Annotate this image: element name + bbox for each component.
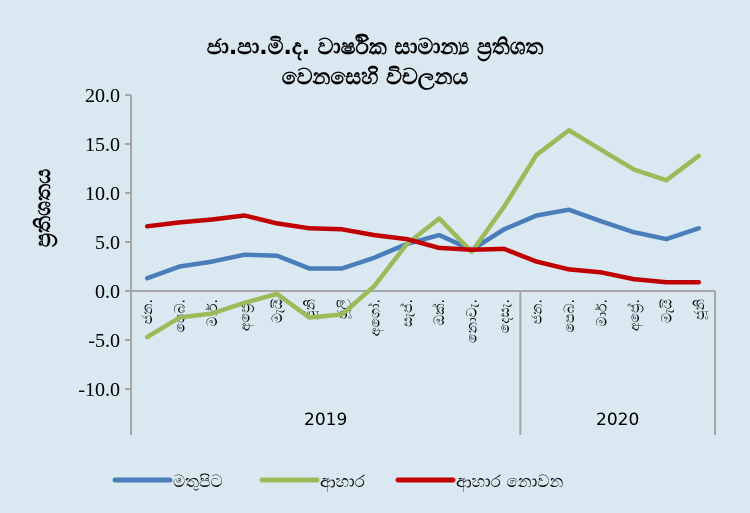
legend-item: ආහාර [259, 472, 366, 493]
chart-title-line-1: ජා.පා.මි.ද. වාර්ෂික සාමාන්‍ය ප්‍රතිශත [207, 33, 544, 62]
x-tick-label: අගෝ. [367, 299, 384, 336]
year-label: 2019 [304, 410, 347, 430]
x-tick-label: නොවැ. [465, 299, 481, 343]
legend-label: මතුපිට [173, 472, 223, 492]
y-tick-label: 5.0 [95, 232, 120, 254]
x-tick-label: අප්‍රේ. [627, 299, 644, 331]
x-tick-label: ජන. [530, 299, 546, 324]
x-tick-label: දෙසැ. [497, 299, 513, 333]
x-tick-label: ජන. [140, 299, 156, 324]
y-tick-label: 0.0 [95, 281, 120, 303]
y-axis-label: ප්‍රතිශතය [31, 169, 58, 247]
x-tick-label: පෙබ. [562, 299, 578, 332]
chart-title-line-2: වෙනසෙහි විචලනය [282, 65, 469, 91]
legend-label: ආහාර නොවන [456, 472, 564, 493]
series-lines [144, 128, 702, 340]
x-tick-label: මැයි [659, 298, 675, 323]
series-line-0 [144, 207, 702, 281]
y-tick-label: 10.0 [85, 183, 120, 205]
legend-label: ආහාර [320, 472, 366, 493]
x-tick-label: සැප්. [400, 299, 416, 327]
y-tick-label: -10.0 [78, 379, 120, 401]
x-tick-label: ඔක්. [432, 299, 448, 325]
year-group-labels: 2019 2020 [304, 291, 716, 435]
legend-item: ආහාර නොවන [395, 472, 564, 493]
x-tick-label: මාර්. [594, 299, 610, 327]
series-line-1 [144, 128, 702, 340]
year-label: 2020 [596, 410, 639, 430]
axes [125, 94, 715, 435]
y-tick-label: -5.0 [88, 330, 120, 352]
x-tick-label: ජූනි [692, 299, 709, 320]
legend: මතුපිට ආහාර ආහාර නොවන [112, 472, 564, 493]
x-tick-labels: ජන. පෙබ. මාර්. අප්‍රේ. මැයි ජූනි ජූලි අගෝ. සැප්.… [140, 298, 708, 342]
series-line-2 [144, 213, 702, 285]
x-tick-label: අප්‍රේ. [237, 299, 254, 331]
y-tick-labels: 20.0 15.0 10.0 5.0 0.0 -5.0 -10.0 [78, 85, 120, 401]
x-tick-label: මැයි [270, 298, 286, 323]
legend-item: මතුපිට [112, 472, 223, 492]
y-tick-label: 15.0 [85, 134, 120, 156]
y-tick-label: 20.0 [85, 85, 120, 107]
